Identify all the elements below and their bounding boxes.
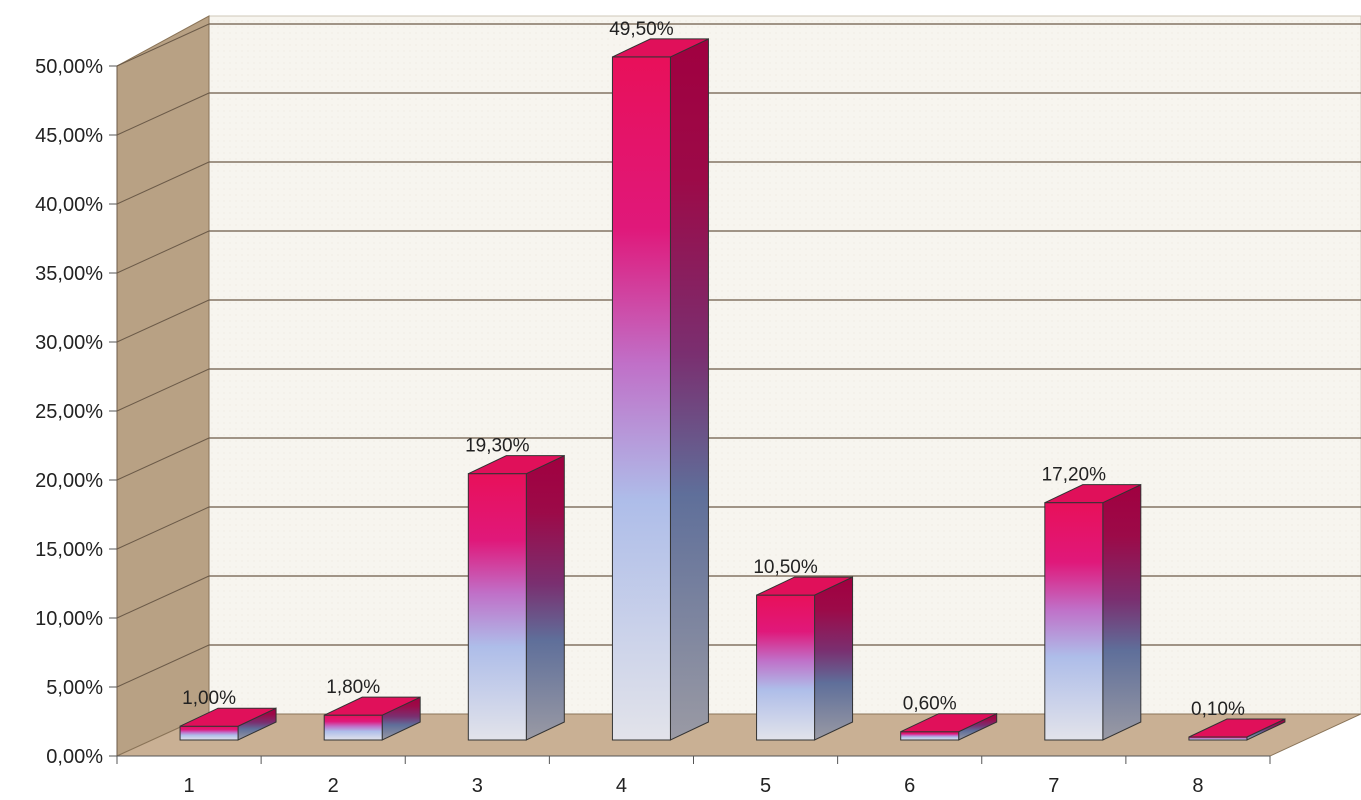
x-tick-label: 8: [1192, 775, 1203, 797]
bar-front: [900, 731, 960, 741]
bar-front: [611, 56, 671, 741]
y-tick-label: 40,00%: [35, 194, 103, 216]
data-label: 49,50%: [609, 19, 674, 40]
x-axis: 1 2 3 4 5 6 7 8: [116, 755, 1271, 797]
y-tick-label: 5,00%: [46, 677, 103, 699]
side-wall: [116, 15, 210, 757]
y-tick-label: 0,00%: [46, 746, 103, 768]
data-label: 17,20%: [1042, 465, 1107, 486]
x-tick-label: 2: [328, 775, 339, 797]
bar-side: [669, 38, 709, 741]
bar-side: [814, 576, 854, 741]
y-tick-label: 20,00%: [35, 470, 103, 492]
bar: [323, 696, 421, 741]
gridline-side: [116, 437, 210, 481]
y-axis: 0,00% 5,00% 10,00% 15,00% 20,00% 25,00% 30,00%…: [35, 56, 118, 768]
data-label: 19,30%: [465, 436, 530, 457]
gridline-side: [116, 299, 210, 343]
bar-top: [468, 455, 565, 475]
y-tick-label: 45,00%: [35, 125, 103, 147]
y-tick-label: 10,00%: [35, 608, 103, 630]
data-label: 0,60%: [903, 694, 957, 715]
data-label: 10,50%: [753, 557, 818, 578]
x-tick-label: 4: [616, 775, 627, 797]
bar-top: [1044, 484, 1142, 504]
floor: [116, 713, 1361, 757]
x-tick-label: 3: [472, 775, 483, 797]
bar-front: [467, 473, 527, 741]
bar-top: [900, 713, 997, 733]
gridline-side: [116, 161, 210, 205]
gridline-side: [116, 506, 210, 550]
gridline-side: [116, 230, 210, 274]
bar: [611, 38, 709, 741]
bar-front: [179, 725, 239, 741]
gridline-side: [116, 23, 210, 67]
data-label: 1,80%: [326, 677, 380, 698]
x-tick-label: 1: [184, 775, 195, 797]
bar-front: [323, 714, 383, 741]
bar-side: [1102, 483, 1142, 741]
bars: [179, 38, 1286, 741]
bar-top: [323, 696, 421, 716]
bar-top: [756, 576, 853, 596]
bar-front: [1044, 502, 1104, 741]
bar: [1044, 483, 1142, 741]
y-tick-label: 25,00%: [35, 401, 103, 423]
bar: [467, 454, 565, 741]
data-label: 0,10%: [1191, 699, 1245, 720]
x-tick-label: 6: [904, 775, 915, 797]
bar: [900, 712, 998, 741]
x-tick-label: 5: [760, 775, 771, 797]
bar: [756, 576, 854, 741]
gridline-side: [116, 368, 210, 412]
data-labels: 1,00% 1,80% 19,30% 49,50% 10,50% 0,60% 17,20% 0…: [182, 19, 1245, 720]
bar: [179, 707, 277, 741]
data-label: 1,00%: [182, 688, 236, 709]
y-tick-label: 15,00%: [35, 539, 103, 561]
y-tick-label: 35,00%: [35, 263, 103, 285]
bar-side: [525, 454, 565, 741]
gridline-side: [116, 644, 210, 688]
bar-top: [612, 38, 709, 58]
gridlines: [116, 23, 1361, 688]
y-tick-label: 30,00%: [35, 332, 103, 354]
bar: [1188, 718, 1286, 741]
gridline-side: [116, 575, 210, 619]
bar-front: [756, 594, 816, 741]
bar-top: [179, 707, 277, 727]
bar-top: [1188, 718, 1286, 738]
y-tick-label: 50,00%: [35, 56, 103, 78]
x-tick-label: 7: [1048, 775, 1059, 797]
gridline-side: [116, 92, 210, 136]
